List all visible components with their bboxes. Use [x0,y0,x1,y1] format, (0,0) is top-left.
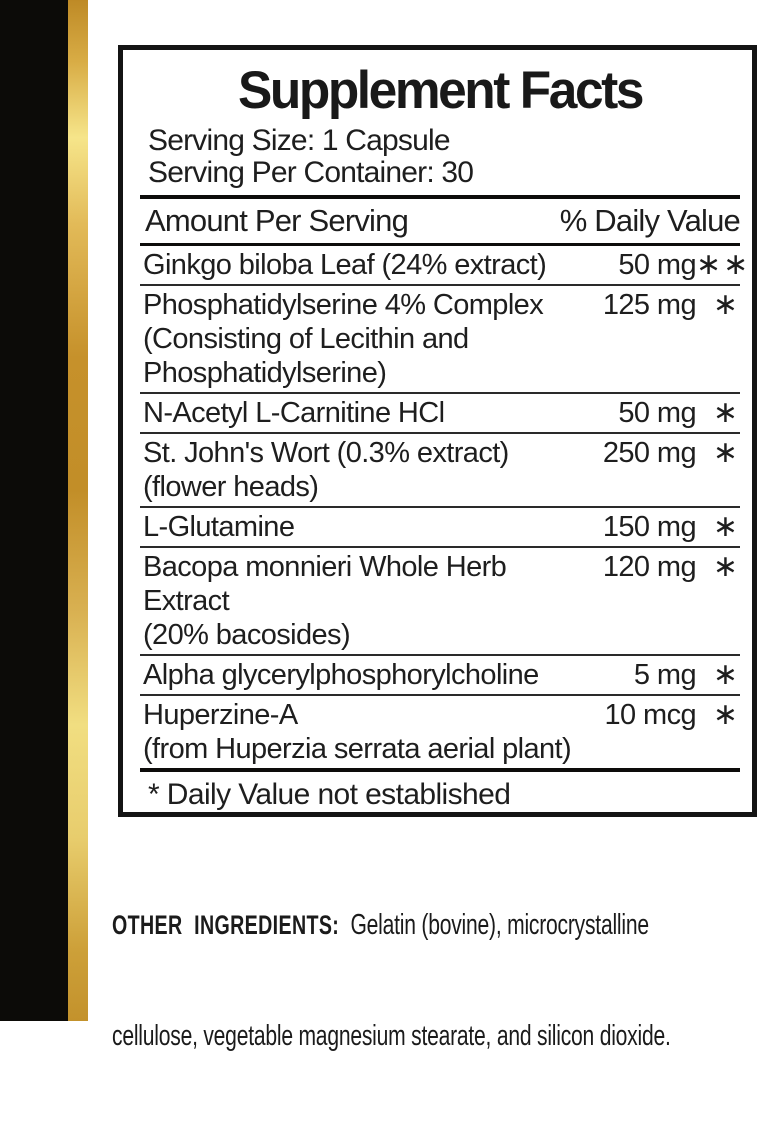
ingredient-amount: 50 mg [618,397,696,430]
ingredient-name: N-Acetyl L-Carnitine HCl [143,397,445,430]
ingredient-daily-value: ∗∗ [696,248,751,282]
ingredient-name: St. John's Wort (0.3% extract) (flower h… [143,437,509,504]
ingredient-daily-value: ∗ [712,550,740,584]
divider-thick-top [140,195,740,199]
serving-size: Serving Size: 1 Capsule [148,124,451,157]
gold-side-stripe [68,0,88,1021]
column-header-row: Amount Per Serving % Daily Value [140,199,741,243]
other-ingredients-label: OTHER INGREDIENTS: [112,910,340,940]
ingredient-row: Phosphatidylserine 4% Complex (Consistin… [140,286,740,395]
ingredient-amount: 5 mg [633,659,697,692]
ingredient-amount: 10 mcg [604,699,697,732]
divider-thick-bottom [140,768,740,773]
ingredient-name: Phosphatidylserine 4% Complex (Consistin… [143,289,544,390]
black-side-bar [0,0,68,1021]
ingredient-amount: 120 mg [602,551,697,584]
ingredient-row: St. John's Wort (0.3% extract) (flower h… [140,434,740,509]
ingredient-row: N-Acetyl L-Carnitine HCl 50 mg ∗ [140,394,740,435]
ingredient-daily-value: ∗ [712,288,740,322]
ingredient-daily-value: ∗ [712,396,740,430]
ingredient-daily-value: ∗ [712,698,740,732]
ingredient-row: Bacopa monnieri Whole Herb Extract (20% … [140,548,740,657]
other-ingredients-line-1: OTHER INGREDIENTS: Gelatin (bovine), mic… [112,907,766,944]
ingredient-amount: 150 mg [602,511,697,544]
ingredient-name: Huperzine-A (from Huperzia serrata aeria… [143,699,572,766]
ingredient-row: Alpha glycerylphosphorylcholine 5 mg ∗ [140,656,740,697]
divider-thick-middle [140,242,740,247]
ingredient-row: Ginkgo biloba Leaf (24% extract) 50 mg ∗… [140,246,751,287]
ingredient-name: Bacopa monnieri Whole Herb Extract (20% … [143,551,507,652]
ingredient-row: Huperzine-A (from Huperzia serrata aeria… [140,696,740,768]
ingredient-amount: 125 mg [602,289,697,322]
servings-per-container: Serving Per Container: 30 [148,156,474,189]
ingredient-name: Alpha glycerylphosphorylcholine [143,659,539,692]
ingredient-daily-value: ∗ [712,510,740,544]
ingredient-amount: 50 mg [618,249,696,282]
other-ingredients-section: OTHER INGREDIENTS: Gelatin (bovine), mic… [112,833,767,1129]
column-header-daily-value: % Daily Value [559,202,741,238]
ingredient-name: Ginkgo biloba Leaf (24% extract) [143,249,547,282]
ingredient-daily-value: ∗ [712,658,740,692]
ingredient-rows: Ginkgo biloba Leaf (24% extract) 50 mg ∗… [140,246,751,768]
ingredient-daily-value: ∗ [712,436,740,470]
ingredient-name: L-Glutamine [143,511,295,544]
ingredient-row: L-Glutamine 150 mg ∗ [140,508,740,549]
daily-value-footnote: * Daily Value not established [148,778,511,812]
supplement-facts-panel: Supplement Facts Serving Size: 1 Capsule… [118,45,757,817]
other-ingredients-text: OTHER INGREDIENTS: Gelatin (bovine), mic… [112,833,766,1129]
ingredient-amount: 250 mg [602,437,697,470]
column-header-amount: Amount Per Serving [145,202,409,238]
serving-info: Serving Size: 1 Capsule Serving Per Cont… [140,125,740,189]
panel-title: Supplement Facts [237,61,644,120]
other-ingredients-line-1-rest: Gelatin (bovine), microcrystalline [339,909,649,941]
